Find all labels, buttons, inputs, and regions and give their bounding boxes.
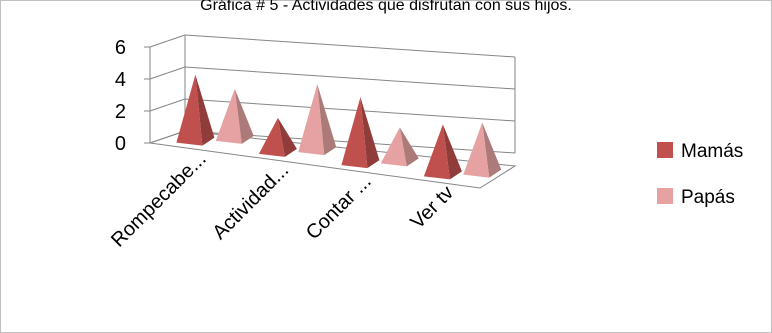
gridline-side [150, 35, 185, 47]
category-label: Actividad... [208, 159, 293, 244]
gridline-side [150, 67, 185, 79]
y-tick-label: 0 [115, 133, 126, 155]
legend-label: Papás [681, 187, 735, 208]
legend-swatch-mamás [657, 142, 673, 158]
bar-papás-2 [381, 127, 419, 166]
y-tick-label: 4 [115, 69, 126, 91]
bar-mamás-2 [341, 97, 379, 168]
bar-mamás-0 [176, 75, 214, 146]
y-tick-label: 2 [115, 101, 126, 123]
gridline [185, 35, 515, 57]
category-label: Ver tv [406, 182, 458, 234]
chart-title: Gráfica # 5 - Actividades que disfrutan … [200, 0, 572, 14]
legend-label: Mamás [681, 141, 743, 162]
bar-mamás-1 [259, 118, 297, 157]
y-tick-label: 6 [115, 37, 126, 59]
gridline-side [150, 99, 185, 111]
bar-papás-0 [216, 89, 254, 144]
legend-swatch-papás [657, 188, 673, 204]
bar-mamás-3 [424, 124, 462, 179]
category-label: Contar ... [302, 170, 376, 244]
bar-papás-1 [298, 84, 336, 155]
gridline [185, 67, 515, 89]
category-label: Rompecabe... [107, 148, 211, 252]
